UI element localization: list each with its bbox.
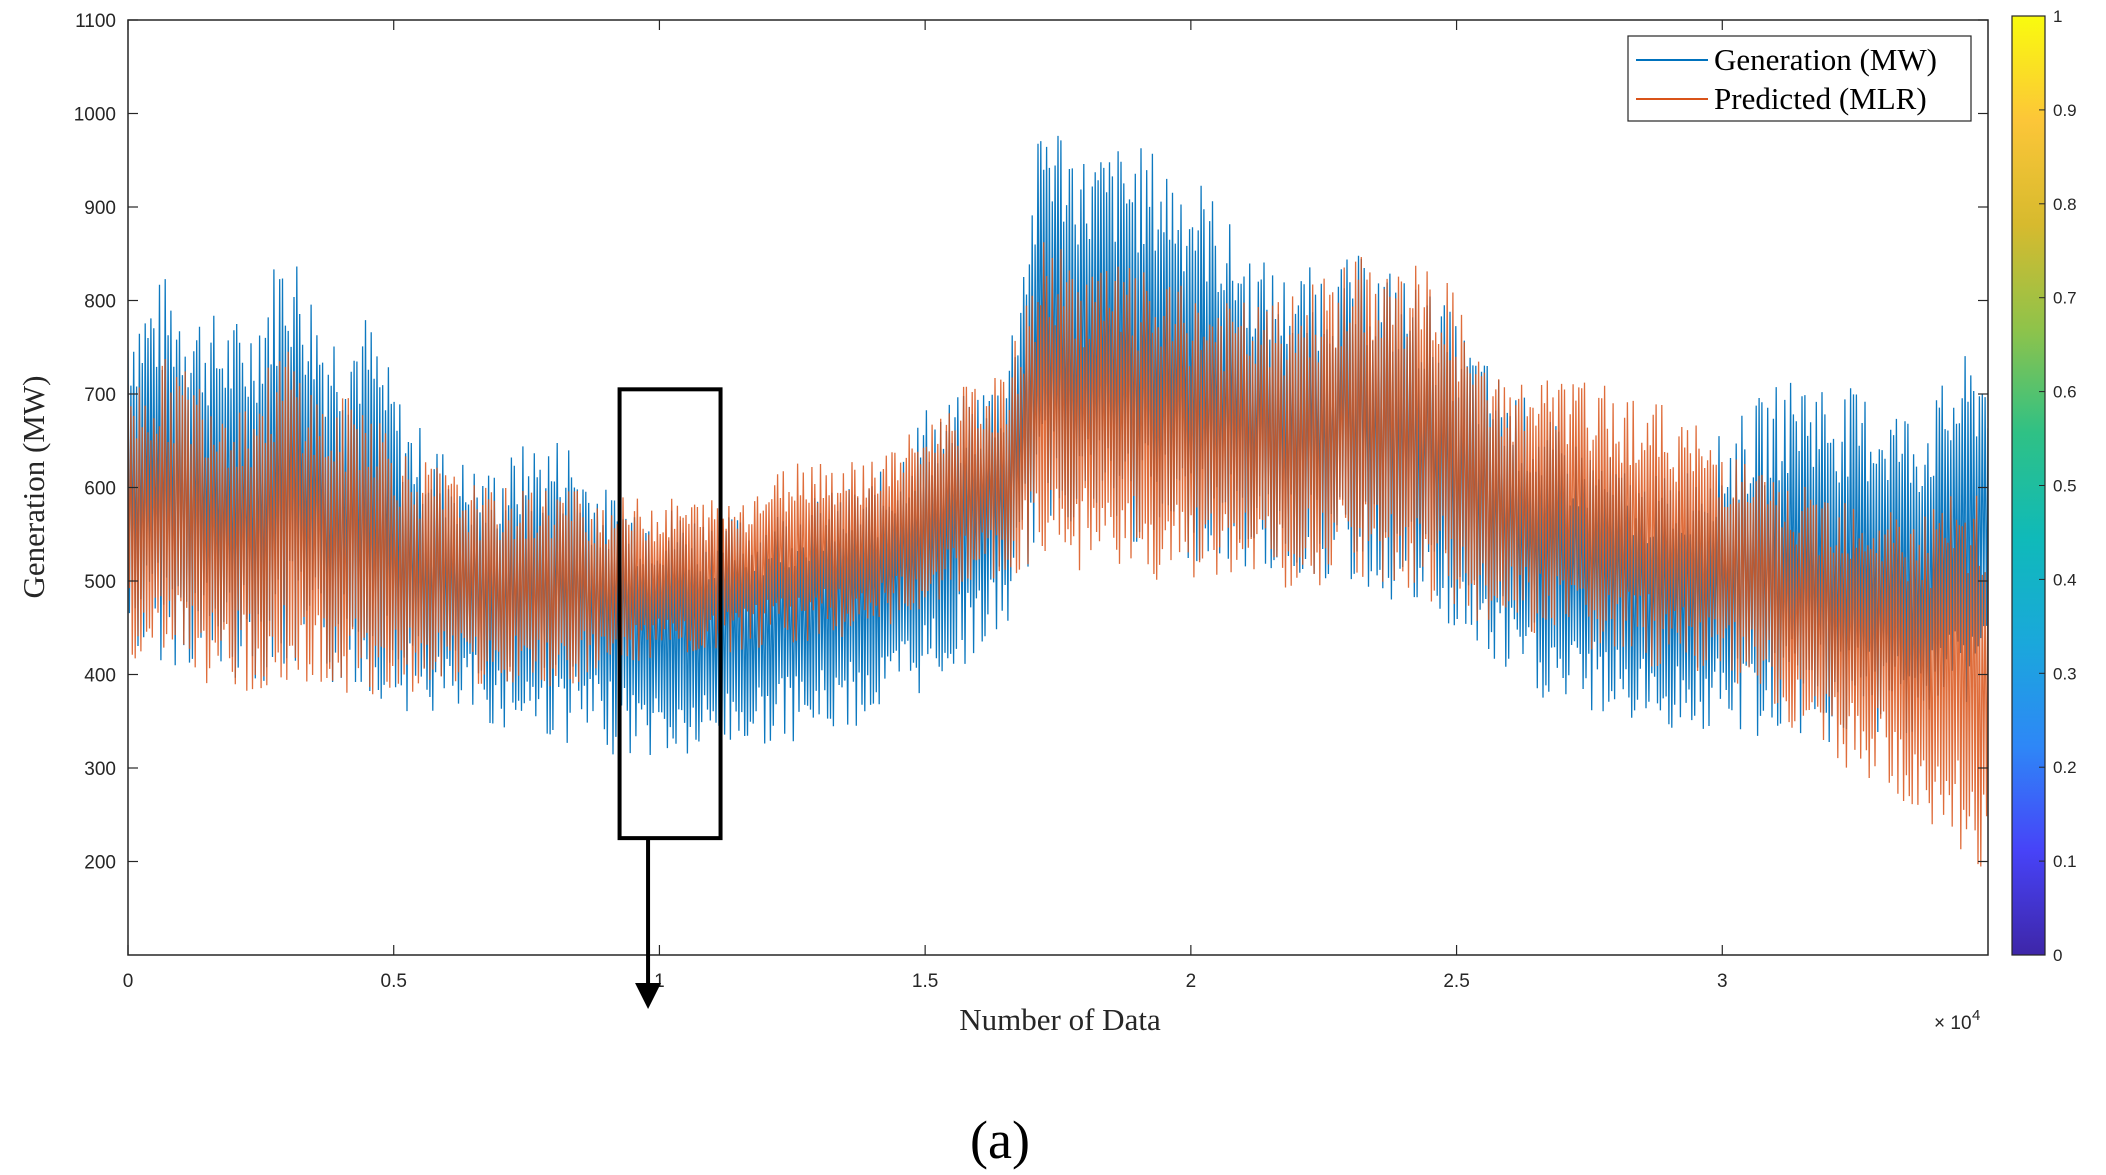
x-tick-label: 0.5 [381, 971, 407, 992]
highlight-box [617, 387, 723, 841]
x-tick-label: 1 [654, 971, 665, 992]
x-axis: 0 0.5 1 1.5 2 2.5 3 [123, 20, 1728, 992]
colorbar-ticks: 0 0.1 0.2 0.3 0.4 0.5 0.6 0.7 0.8 0.9 1 [2039, 7, 2077, 965]
caption: (a) [970, 1110, 1030, 1170]
colorbar-tick-label: 0.1 [2053, 852, 2077, 871]
x-scale-base: × 10 [1934, 1013, 1972, 1034]
colorbar-tick-label: 0.2 [2053, 758, 2077, 777]
y-tick-label: 600 [84, 479, 116, 500]
legend-box [1627, 35, 1972, 122]
colorbar-tick-label: 0.9 [2053, 101, 2077, 120]
colorbar-tick-label: 0 [2053, 946, 2062, 965]
colorbar-tick-label: 0.7 [2053, 289, 2077, 308]
arrow-head [635, 983, 662, 1010]
x-tick-label: 0 [123, 971, 134, 992]
y-axis-title: Generation (MW) [16, 376, 51, 599]
y-tick-label: 400 [84, 666, 116, 687]
x-tick-label: 1.5 [912, 971, 938, 992]
colorbar-tick-label: 0.6 [2053, 383, 2077, 402]
y-tick-label: 900 [84, 198, 116, 219]
y-axis: 200 300 400 500 600 700 800 900 1000 1100 [74, 11, 1988, 874]
colorbar: 0 0.1 0.2 0.3 0.4 0.5 0.6 0.7 0.8 0.9 1 [2011, 7, 2077, 965]
y-tick-label: 500 [84, 572, 116, 593]
annotation [617, 387, 723, 1010]
colorbar-tick-label: 0.8 [2053, 195, 2077, 214]
x-tick-label: 2.5 [1443, 971, 1469, 992]
y-tick-label: 200 [84, 853, 116, 874]
y-tick-label: 300 [84, 759, 116, 780]
y-tick-label: 700 [84, 385, 116, 406]
x-tick-label: 3 [1717, 971, 1728, 992]
legend-label-predicted: Predicted (MLR) [1714, 81, 1927, 116]
legend: Generation (MW) Predicted (MLR) [1627, 35, 1972, 122]
y-tick-label: 1100 [75, 11, 116, 32]
series-layer [128, 135, 1988, 867]
legend-label-generation: Generation (MW) [1714, 42, 1937, 77]
x-scale-exponent: × 10 4 [1934, 1007, 1980, 1034]
plot-area [127, 19, 1989, 956]
colorbar-tick-label: 0.3 [2053, 664, 2077, 683]
colorbar-tick-label: 0.4 [2053, 570, 2077, 589]
x-tick-label: 2 [1186, 971, 1197, 992]
x-axis-title: Number of Data [959, 1002, 1161, 1037]
y-tick-label: 1000 [74, 105, 116, 126]
colorbar-tick-label: 1 [2053, 7, 2062, 26]
colorbar-tick-label: 0.5 [2053, 477, 2077, 496]
x-scale-exp: 4 [1972, 1007, 1980, 1024]
series-line-predicted [128, 242, 1988, 867]
y-tick-label: 800 [84, 292, 116, 313]
